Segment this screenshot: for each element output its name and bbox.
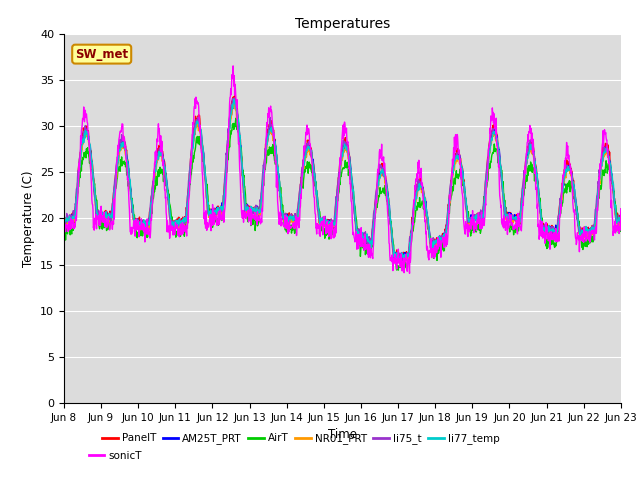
- AirT: [552, 241, 559, 247]
- AM25T_PRT: [552, 228, 559, 234]
- li77_temp: [552, 229, 559, 235]
- li77_temp: [184, 203, 191, 209]
- NR01_PRT: [184, 199, 191, 205]
- NR01_PRT: [246, 214, 254, 219]
- PanelT: [429, 241, 437, 247]
- li77_temp: [60, 218, 68, 224]
- Line: AM25T_PRT: AM25T_PRT: [64, 99, 621, 260]
- Line: AirT: AirT: [64, 118, 621, 271]
- PanelT: [617, 218, 625, 224]
- AirT: [400, 268, 408, 274]
- AM25T_PRT: [230, 96, 237, 102]
- li75_t: [502, 214, 510, 219]
- AirT: [232, 115, 239, 121]
- AirT: [429, 255, 437, 261]
- PanelT: [396, 257, 404, 263]
- sonicT: [552, 238, 559, 244]
- sonicT: [60, 215, 68, 220]
- sonicT: [502, 220, 510, 226]
- Text: SW_met: SW_met: [75, 48, 128, 60]
- li77_temp: [397, 258, 405, 264]
- li75_t: [230, 95, 238, 101]
- AirT: [246, 216, 254, 221]
- Title: Temperatures: Temperatures: [295, 17, 390, 31]
- Line: li75_t: li75_t: [64, 98, 621, 262]
- AM25T_PRT: [429, 242, 437, 248]
- sonicT: [246, 213, 254, 219]
- AirT: [617, 224, 625, 229]
- PanelT: [184, 191, 191, 196]
- AM25T_PRT: [502, 211, 510, 217]
- Line: sonicT: sonicT: [64, 66, 621, 274]
- li77_temp: [230, 96, 237, 102]
- NR01_PRT: [552, 230, 559, 236]
- NR01_PRT: [429, 242, 437, 248]
- NR01_PRT: [60, 222, 68, 228]
- PanelT: [231, 91, 239, 96]
- li75_t: [60, 216, 68, 222]
- PanelT: [502, 214, 510, 220]
- NR01_PRT: [396, 259, 403, 265]
- AM25T_PRT: [170, 220, 178, 226]
- AirT: [502, 213, 510, 219]
- NR01_PRT: [502, 216, 510, 222]
- li75_t: [552, 227, 559, 232]
- Legend: PanelT, AM25T_PRT, AirT, NR01_PRT, li75_t, li77_temp: PanelT, AM25T_PRT, AirT, NR01_PRT, li75_…: [98, 429, 504, 448]
- sonicT: [406, 271, 413, 276]
- NR01_PRT: [170, 226, 178, 232]
- Line: li77_temp: li77_temp: [64, 99, 621, 261]
- li75_t: [429, 236, 437, 242]
- AM25T_PRT: [617, 217, 625, 223]
- li77_temp: [502, 213, 510, 219]
- Line: PanelT: PanelT: [64, 94, 621, 260]
- AirT: [60, 221, 68, 227]
- li77_temp: [617, 219, 625, 225]
- PanelT: [246, 206, 254, 212]
- sonicT: [429, 245, 437, 251]
- li77_temp: [170, 221, 178, 227]
- sonicT: [184, 214, 191, 219]
- NR01_PRT: [230, 101, 237, 107]
- sonicT: [617, 206, 625, 212]
- AirT: [170, 230, 178, 236]
- li75_t: [184, 191, 191, 197]
- AM25T_PRT: [396, 257, 404, 263]
- li77_temp: [246, 207, 254, 213]
- li77_temp: [429, 238, 437, 244]
- sonicT: [170, 226, 178, 231]
- sonicT: [229, 63, 237, 69]
- PanelT: [170, 220, 178, 226]
- NR01_PRT: [617, 220, 625, 226]
- Legend: sonicT: sonicT: [84, 447, 146, 465]
- li75_t: [246, 209, 254, 215]
- AM25T_PRT: [184, 196, 191, 202]
- Line: NR01_PRT: NR01_PRT: [64, 104, 621, 262]
- li75_t: [617, 214, 625, 220]
- PanelT: [552, 231, 559, 237]
- AM25T_PRT: [60, 223, 68, 229]
- Y-axis label: Temperature (C): Temperature (C): [22, 170, 35, 267]
- PanelT: [60, 214, 68, 219]
- AM25T_PRT: [246, 212, 254, 218]
- li75_t: [399, 259, 407, 264]
- AirT: [184, 203, 191, 209]
- X-axis label: Time: Time: [328, 429, 357, 442]
- li75_t: [170, 219, 178, 225]
